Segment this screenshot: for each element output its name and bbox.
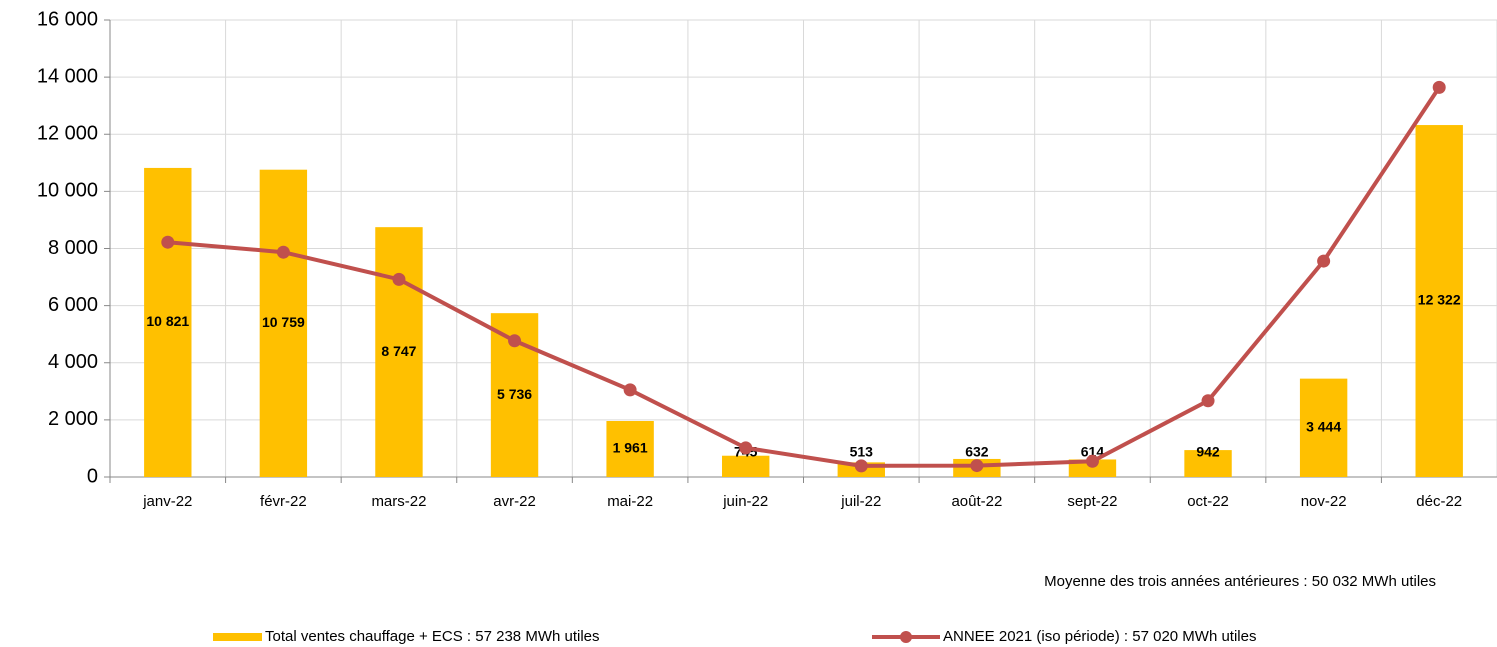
line-marker	[1085, 454, 1099, 468]
line-marker	[1317, 254, 1331, 268]
x-tick-label: sept-22	[1067, 493, 1117, 510]
x-tick-label: juil-22	[840, 493, 881, 510]
y-tick-label: 2 000	[48, 408, 98, 430]
line	[167, 86, 1441, 468]
annotation: Moyenne des trois années antérieures : 5…	[1044, 573, 1436, 590]
x-tick-label: mars-22	[371, 493, 426, 510]
data-label: 632	[965, 444, 989, 460]
y-tick-label: 12 000	[37, 123, 98, 145]
bar	[1415, 125, 1463, 478]
x-tick-label: nov-22	[1301, 493, 1347, 510]
line-marker	[161, 235, 175, 249]
line-marker	[392, 272, 406, 286]
line-marker	[1201, 394, 1215, 408]
line-marker	[276, 245, 290, 259]
line-marker	[1432, 80, 1446, 94]
bar	[259, 169, 308, 478]
data-label: 942	[1196, 444, 1220, 460]
bar	[1299, 378, 1348, 477]
x-tick-label: janv-22	[142, 493, 192, 510]
line-marker	[854, 459, 868, 473]
x-tick-label: mai-22	[607, 493, 653, 510]
y-tick-label: 0	[87, 465, 98, 487]
bar	[375, 227, 423, 477]
line-marker	[970, 459, 984, 473]
line-marker	[508, 334, 522, 348]
data-label: 614	[1081, 444, 1105, 460]
bar	[1184, 450, 1232, 477]
y-tick-label: 8 000	[48, 237, 98, 259]
bar	[606, 420, 654, 477]
x-tick-label: déc-22	[1416, 493, 1462, 510]
legend-label: ANNEE 2021 (iso période) : 57 020 MWh ut…	[943, 628, 1256, 645]
data-label: 513	[850, 444, 874, 460]
y-tick-label: 4 000	[48, 351, 98, 373]
data-label: 10 759	[262, 314, 305, 330]
x-tick-label: avr-22	[493, 493, 536, 510]
line-marker	[623, 383, 637, 397]
bar	[144, 167, 192, 478]
legend-swatch	[213, 633, 262, 641]
x-tick-label: oct-22	[1187, 493, 1229, 510]
x-tick-label: févr-22	[260, 493, 307, 510]
bar	[1068, 459, 1117, 477]
data-label: 3 444	[1306, 419, 1341, 435]
y-tick-label: 16 000	[37, 8, 98, 30]
bar	[722, 455, 770, 477]
data-label: 5 736	[497, 386, 532, 402]
x-tick-label: août-22	[951, 493, 1002, 510]
y-tick-label: 6 000	[48, 294, 98, 316]
y-tick-label: 14 000	[37, 65, 98, 87]
legend-label: Total ventes chauffage + ECS : 57 238 MW…	[265, 628, 600, 645]
line-marker	[739, 441, 753, 455]
data-label: 8 747	[381, 343, 416, 359]
data-label: 1 961	[613, 440, 648, 456]
x-tick-label: juin-22	[722, 493, 768, 510]
data-label: 12 322	[1418, 292, 1461, 308]
data-label: 10 821	[146, 313, 189, 329]
y-tick-label: 10 000	[37, 180, 98, 202]
legend-marker	[900, 631, 912, 643]
